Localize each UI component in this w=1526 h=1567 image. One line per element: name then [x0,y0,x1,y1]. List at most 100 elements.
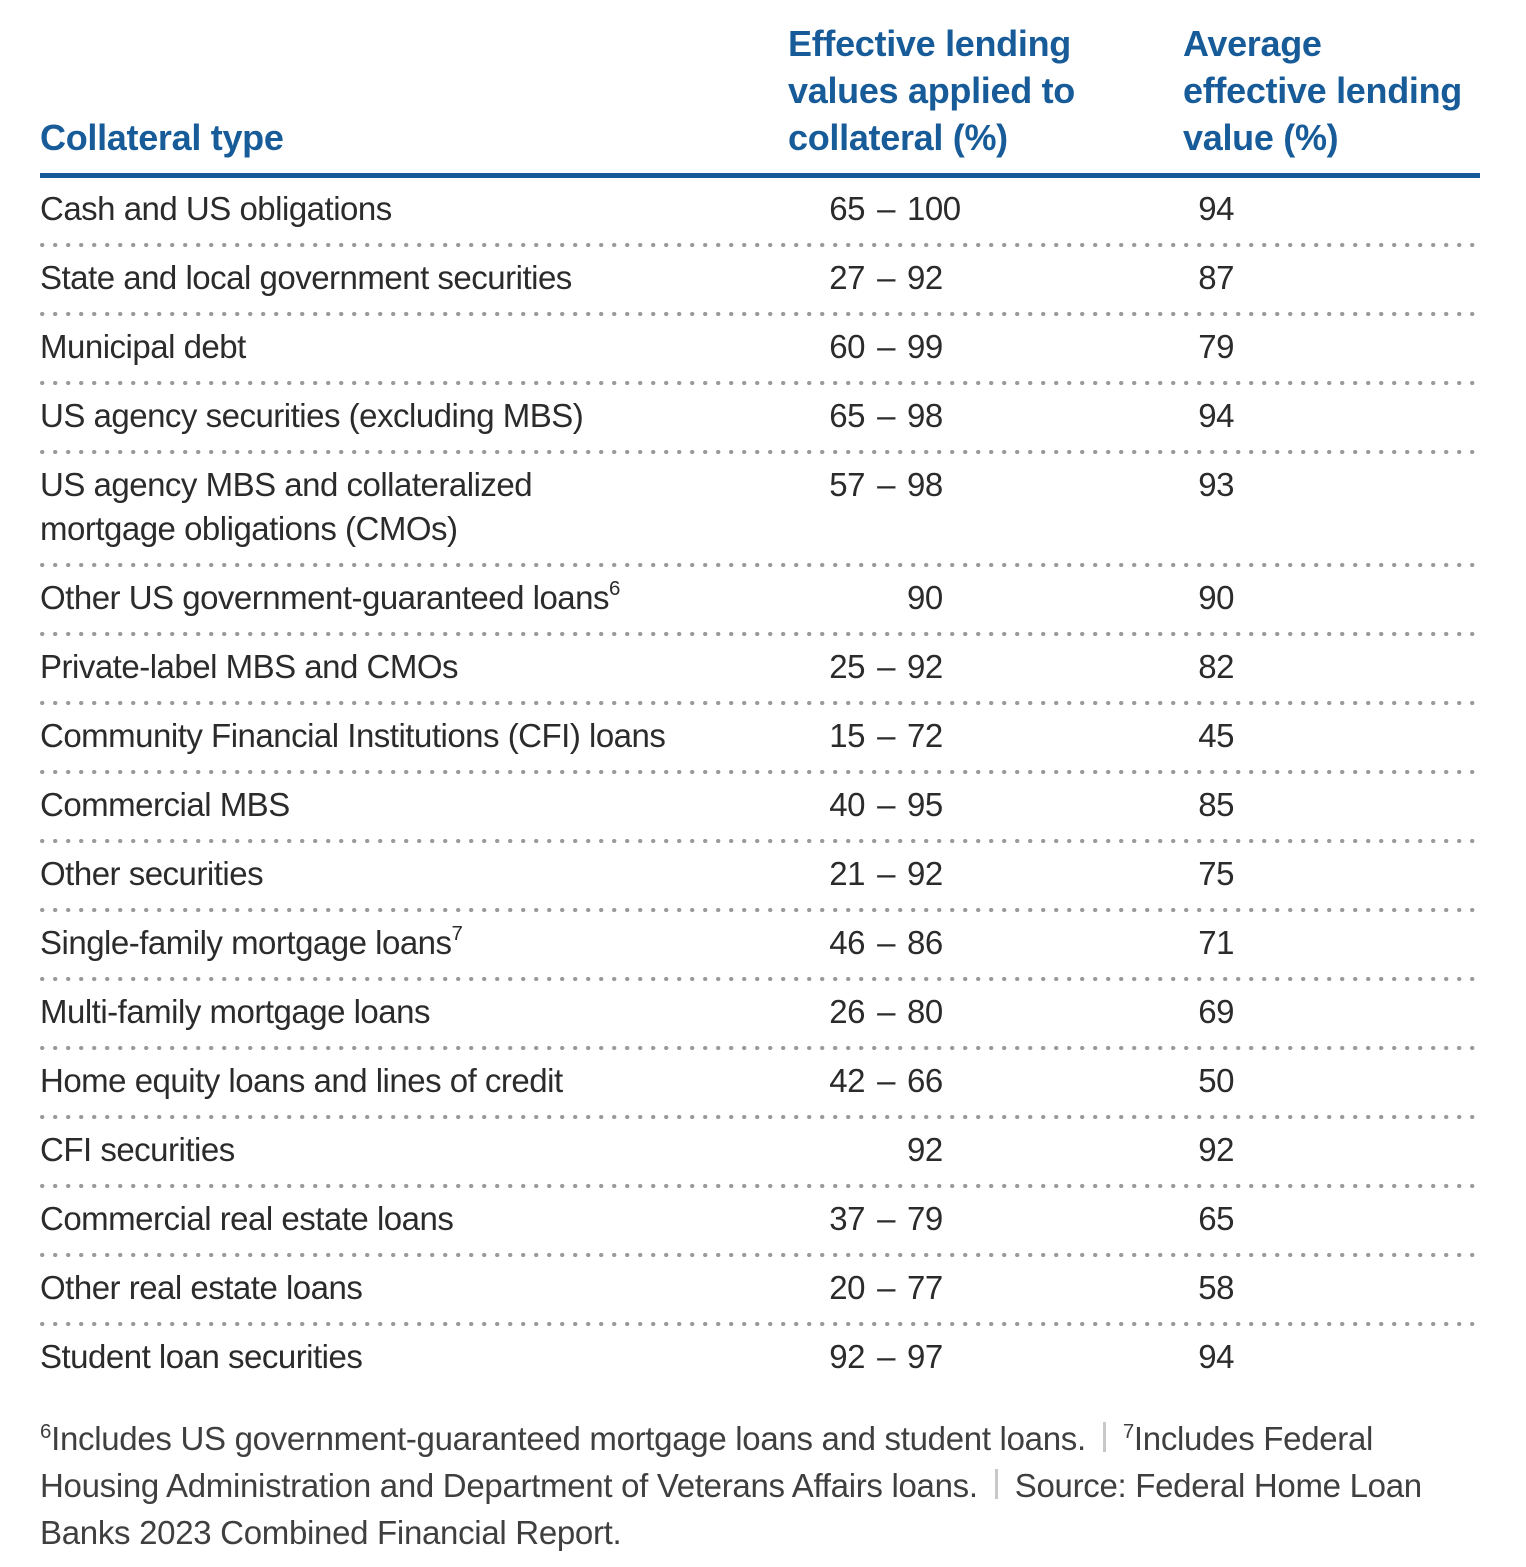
range-dash: – [877,1200,895,1237]
row-lending-value-range: 25–92 [770,645,1020,689]
row-collateral-type: CFI securities [40,1128,770,1172]
table-row: Student loan securities 92–97 94 [40,1326,1480,1391]
row-average-value: 75 [1198,855,1234,892]
row-separator [40,977,1480,981]
row-label: Community Financial Institutions (CFI) l… [40,717,666,754]
table-row: Private-label MBS and CMOs 25–92 82 [40,636,1480,701]
row-collateral-type: Municipal debt [40,325,770,369]
column-header-line: Collateral type [40,117,284,158]
range-high-value: 80 [907,993,943,1030]
range-low-value: 25 [829,648,865,685]
column-header-line: values applied to [788,70,1075,111]
range-low-value: 60 [829,328,865,365]
row-lending-value-range: 26–80 [770,990,1020,1034]
range-high-value: 97 [907,1338,943,1375]
row-label: Multi-family mortgage loans [40,993,430,1030]
table-row: Municipal debt 60–99 79 [40,316,1480,381]
row-separator [40,1046,1480,1050]
table-row: Multi-family mortgage loans 26–80 69 [40,981,1480,1046]
column-header-line: effective lending [1183,70,1462,111]
footnotes: 6Includes US government-guaranteed mortg… [40,1415,1480,1556]
row-separator [40,1184,1480,1188]
row-lending-value-range: 90 [770,576,1020,620]
row-average-value: 69 [1198,993,1234,1030]
footnote-separator [1102,1422,1106,1452]
row-average-value: 65 [1198,1200,1234,1237]
range-low-value: 92 [829,1338,865,1375]
range-high-value: 92 [907,855,943,892]
row-separator [40,312,1480,316]
range-dash: – [877,190,895,227]
row-lending-value-range: 21–92 [770,852,1020,896]
range-low-value: 37 [829,1200,865,1237]
range-high-value: 99 [907,328,943,365]
row-average-value: 92 [1198,1131,1234,1168]
row-label: Home equity loans and lines of credit [40,1062,563,1099]
row-label: Student loan securities [40,1338,363,1375]
row-collateral-type: US agency MBS and collateralized mortgag… [40,463,770,551]
row-lending-value-range: 37–79 [770,1197,1020,1241]
row-lending-value-range: 92–97 [770,1335,1020,1379]
column-header-effective-lending-values: Effective lending values applied to coll… [788,20,1183,161]
range-low-value [770,576,865,620]
range-dash: – [877,466,895,503]
row-collateral-type: State and local government securities [40,256,770,300]
range-low-value: 46 [829,924,865,961]
row-lending-value-range: 40–95 [770,783,1020,827]
row-label: Commercial MBS [40,786,290,823]
table-row: Cash and US obligations 65–100 94 [40,178,1480,243]
range-dash: – [877,1269,895,1306]
row-collateral-type: Private-label MBS and CMOs [40,645,770,689]
footnote-7-text: Includes Federal Housing Administration … [40,1420,1374,1504]
row-lending-value-range: 60–99 [770,325,1020,369]
row-lending-value-range: 27–92 [770,256,1020,300]
range-high-value: 98 [907,466,943,503]
range-high-value: 90 [907,579,943,616]
range-dash: – [877,1062,895,1099]
row-average-value: 45 [1198,717,1234,754]
row-footnote-marker: 6 [609,577,621,600]
column-header-line: Average [1183,23,1322,64]
range-high-value: 95 [907,786,943,823]
row-label: Other real estate loans [40,1269,363,1306]
range-low-value: 42 [829,1062,865,1099]
row-label: US agency securities (excluding MBS) [40,397,584,434]
table-row: Home equity loans and lines of credit 42… [40,1050,1480,1115]
row-separator [40,243,1480,247]
row-label: US agency MBS and collateralized mortgag… [40,466,533,547]
footnote-7-marker: 7 [1122,1420,1134,1443]
row-average-value: 93 [1198,466,1234,503]
row-label: Single-family mortgage loans [40,924,452,961]
row-collateral-type: US agency securities (excluding MBS) [40,394,770,438]
range-dash: – [877,1338,895,1375]
range-high-value: 66 [907,1062,943,1099]
table-row: Commercial MBS 40–95 85 [40,774,1480,839]
row-separator [40,381,1480,385]
row-label: Municipal debt [40,328,246,365]
row-collateral-type: Community Financial Institutions (CFI) l… [40,714,770,758]
table-row: Other real estate loans 20–77 58 [40,1257,1480,1322]
column-header-collateral-type: Collateral type [40,114,788,161]
range-dash: – [877,648,895,685]
row-separator [40,1253,1480,1257]
row-average-value: 50 [1198,1062,1234,1099]
footnote-6-marker: 6 [40,1420,52,1443]
row-separator [40,450,1480,454]
row-separator [40,1115,1480,1119]
row-separator [40,908,1480,912]
range-low-value: 27 [829,259,865,296]
footnote-6-text: Includes US government-guaranteed mortga… [51,1420,1086,1457]
row-average-value: 82 [1198,648,1234,685]
row-collateral-type: Single-family mortgage loans7 [40,921,770,965]
range-dash [865,1128,907,1172]
row-lending-value-range: 20–77 [770,1266,1020,1310]
range-dash: – [877,328,895,365]
range-low-value: 15 [829,717,865,754]
row-average-value: 71 [1198,924,1234,961]
range-dash [865,576,907,620]
row-lending-value-range: 46–86 [770,921,1020,965]
range-high-value: 98 [907,397,943,434]
footnote-separator [994,1469,998,1499]
row-label: Cash and US obligations [40,190,392,227]
row-average-value: 87 [1198,259,1234,296]
